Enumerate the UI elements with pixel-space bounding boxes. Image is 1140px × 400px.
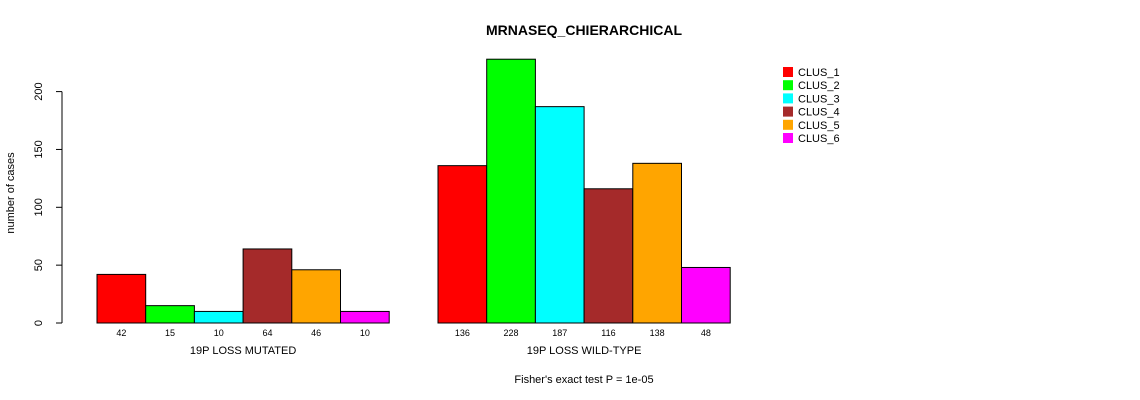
bar-clus-1 [437, 165, 488, 324]
y-tick-label: 50 [33, 259, 45, 271]
legend-label: CLUS_4 [798, 107, 840, 119]
bar-clus-6 [340, 310, 390, 324]
bar-count-label: 64 [262, 328, 272, 338]
bar-count-label: 42 [116, 328, 126, 338]
legend-label: CLUS_5 [798, 120, 840, 132]
y-tick-label: 0 [33, 320, 45, 326]
y-axis-label: number of cases [5, 152, 17, 234]
legend-swatch [783, 80, 793, 91]
bar-clus-5 [632, 162, 682, 324]
y-tick-label: 150 [33, 140, 45, 158]
bar-count-labels: 42 15 10 64 46 10 136 228 187 116 138 48 [116, 328, 711, 338]
fisher-test-footnote: Fisher's exact test P = 1e-05 [514, 374, 653, 386]
legend-label: CLUS_3 [798, 93, 840, 105]
bar-clus-6 [681, 266, 731, 324]
bars [96, 58, 731, 324]
bar-count-label: 15 [165, 328, 175, 338]
bar-count-label: 10 [360, 328, 370, 338]
y-axis: 0 50 100 150 200 [33, 82, 63, 326]
bar-clus-2 [145, 305, 195, 324]
y-tick-label: 200 [33, 82, 45, 100]
y-tick-label: 100 [33, 198, 45, 216]
bar-clus-5 [291, 269, 341, 324]
bar-count-label: 46 [311, 328, 321, 338]
bar-count-label: 48 [701, 328, 711, 338]
bar-clus-3 [534, 106, 585, 324]
group-label: 19P LOSS WILD-TYPE [527, 345, 642, 357]
bar-count-label: 10 [214, 328, 224, 338]
bar-clus-2 [486, 58, 536, 324]
group-labels: 19P LOSS MUTATED 19P LOSS WILD-TYPE [190, 345, 642, 357]
legend-label: CLUS_2 [798, 80, 840, 92]
bar-clus-1 [96, 273, 147, 324]
bar-count-label: 116 [601, 328, 615, 338]
legend-label: CLUS_6 [798, 133, 840, 145]
bar-count-label: 138 [650, 328, 665, 338]
bar-count-label: 187 [552, 328, 567, 338]
legend-swatch [783, 133, 793, 143]
group-label: 19P LOSS MUTATED [190, 345, 296, 357]
legend-swatch [783, 119, 793, 130]
bar-clus-3 [193, 310, 244, 324]
bar-count-label: 228 [504, 328, 519, 338]
bar-clus-4 [242, 248, 293, 324]
legend-swatch [783, 93, 793, 104]
legend-swatch [783, 67, 793, 77]
chart-title: MRNASEQ_CHIERARCHICAL [486, 22, 682, 38]
bar-clus-4 [583, 188, 634, 324]
legend-swatch [783, 106, 793, 117]
bar-count-label: 136 [455, 328, 470, 338]
legend-label: CLUS_1 [798, 67, 840, 79]
